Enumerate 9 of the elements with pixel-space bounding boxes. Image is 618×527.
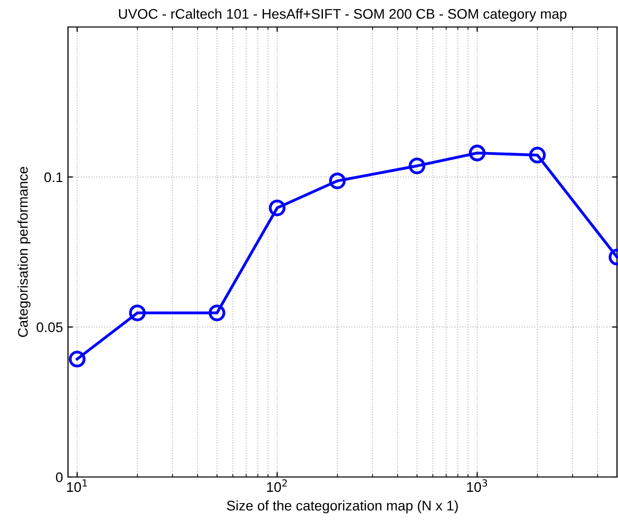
y-axis-title: Categorisation performance <box>18 166 31 337</box>
chart-title: UVOC - rCaltech 101 - HesAff+SIFT - SOM 200 CB - SOM category map <box>119 8 566 22</box>
y-tick-label: 0 <box>56 472 63 482</box>
x-tick-label: 10$^{3}$ <box>467 479 488 492</box>
y-tick-label: 0.1 <box>44 172 62 182</box>
x-axis-title: Size of the categorization map (N x 1) <box>226 500 458 514</box>
x-tick-label: 10$^{2}$ <box>267 479 287 492</box>
y-tick-label: 0.05 <box>36 322 63 332</box>
x-tick-label: 10$^{1}$ <box>67 479 87 492</box>
